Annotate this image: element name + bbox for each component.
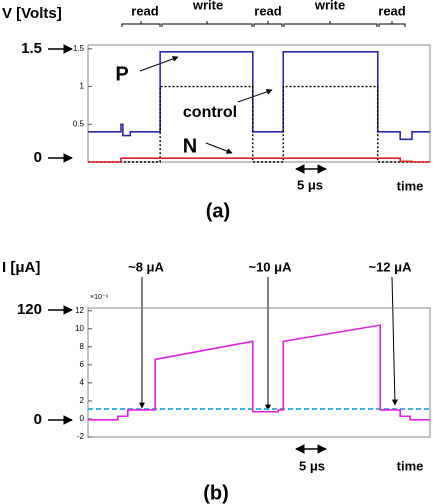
annotation: ~10 μA [248, 259, 292, 274]
annotation: 1.5 [21, 40, 42, 57]
annotation: time [397, 458, 424, 473]
annotation: write [192, 0, 223, 12]
series-label: N [183, 135, 197, 157]
annotation: write [314, 0, 345, 12]
annotation: 5 μs [299, 458, 325, 473]
annotation: (a) [206, 200, 230, 222]
annotation: 0 [34, 411, 42, 428]
annotation: (b) [203, 482, 229, 504]
annotation: read [254, 3, 282, 18]
series-line [88, 85, 430, 163]
brace [121, 21, 161, 27]
annotation: time [397, 178, 424, 193]
brace [283, 21, 378, 27]
decorations-a [48, 21, 406, 174]
series-line [88, 157, 430, 163]
y-tick-label: 10 [75, 324, 84, 333]
decorations-b [48, 276, 398, 454]
y-tick-label: 12 [75, 306, 84, 315]
y-tick-label: 1 [80, 82, 85, 91]
annotation: read [378, 3, 406, 18]
annotation: ~8 μA [128, 259, 164, 274]
y-tick-label: -2 [77, 432, 85, 441]
y-tick-label: 1.5 [73, 44, 85, 53]
brace [378, 21, 406, 27]
y-tick-label: 8 [80, 342, 85, 351]
arrow [139, 56, 179, 72]
annotation: read [131, 3, 159, 18]
y-tick-label: 2 [80, 396, 85, 405]
brace [161, 21, 253, 27]
y-tick-label: 0 [80, 414, 85, 423]
annotation: 0 [34, 149, 42, 166]
series-line [88, 50, 430, 141]
y-axis-label: I [μA] [2, 259, 40, 276]
series-line [88, 324, 430, 421]
y-multiplier: ×10⁻⁶ [90, 294, 109, 301]
brace [253, 21, 283, 27]
y-tick-label: 6 [80, 360, 85, 369]
plot-area [87, 44, 431, 163]
annotation: ~12 μA [368, 259, 412, 274]
arrow [237, 88, 273, 103]
y-tick-label: 4 [80, 378, 85, 387]
annotation: 120 [17, 301, 42, 318]
arrow [391, 276, 398, 406]
series-label: control [183, 104, 237, 121]
plot-area [87, 307, 431, 438]
series-label: P [115, 63, 128, 85]
y-tick-label: 0.5 [73, 119, 85, 128]
y-axis-label: V [Volts] [2, 5, 62, 22]
arrow [205, 142, 233, 154]
annotation: 5 μs [297, 177, 323, 192]
